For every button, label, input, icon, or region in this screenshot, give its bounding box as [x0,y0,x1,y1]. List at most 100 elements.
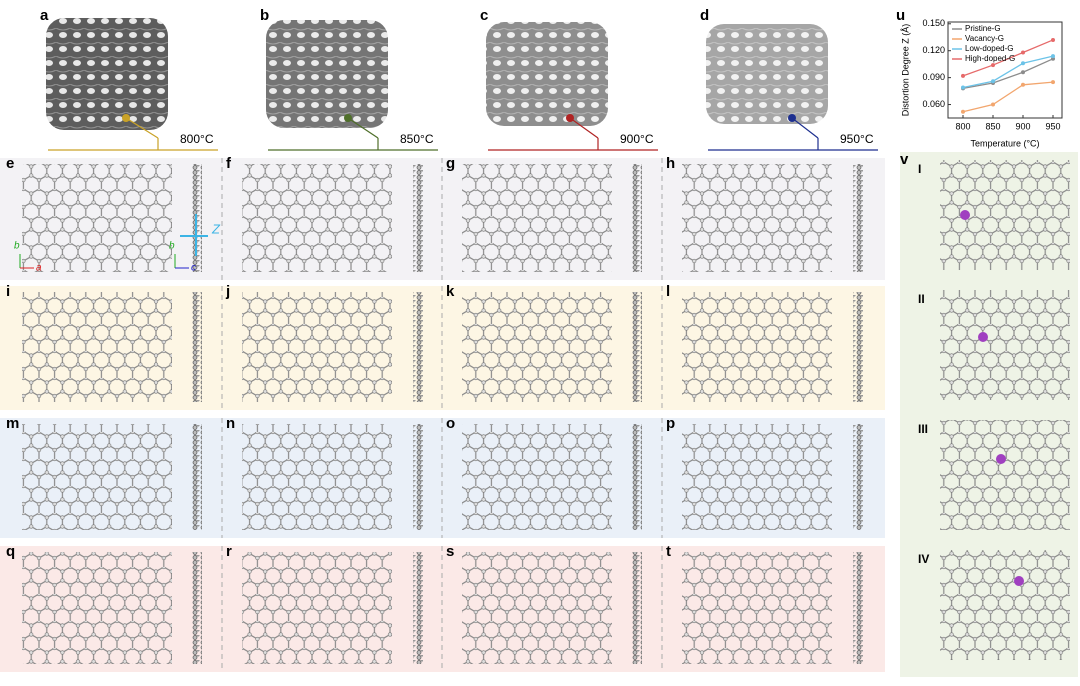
lattice-top-view [242,292,392,402]
stage-label: IV [918,552,929,566]
lattice-side-view [853,552,863,664]
lattice-top-view [940,160,1070,270]
panel-label: k [446,283,455,300]
panel-label: g [446,155,455,172]
panel-label: l [666,283,670,300]
lattice-top-view [940,290,1070,400]
lattice-top-view [940,420,1070,530]
lattice-top-view [22,424,172,530]
lattice-side-view [632,424,642,530]
axis-label: b [14,241,20,252]
panel-label: i [6,283,10,300]
series-line [962,58,1054,90]
series-line [962,55,1054,89]
stage-label: II [918,292,925,306]
lattice-top-view [462,552,612,664]
y-tick-label: 0.090 [922,72,945,82]
panel-label: o [446,415,455,432]
stage-label: I [918,162,921,176]
lattice-side-view [413,164,423,272]
lattice-side-view [192,552,202,664]
temperature-label: 800°C [180,132,214,146]
lattice-top-view [682,164,832,272]
marker [788,114,796,122]
foam-render [266,20,388,128]
panel-label: j [225,283,230,300]
panel-label: v [900,151,909,168]
panel-label: e [6,155,14,172]
lattice-side-view [632,552,642,664]
series-line [962,81,1054,113]
lattice-top-view [682,552,832,664]
panel-label: d [700,7,709,24]
foam-render [46,18,168,130]
axis-label: b [169,241,175,252]
y-tick-label: 0.120 [922,45,945,55]
point [1051,37,1055,42]
point [1021,82,1025,87]
legend-label: Pristine-G [965,24,1001,33]
temperature-label: 850°C [400,132,434,146]
series-line [962,39,1054,77]
panel-label: s [446,543,454,560]
atom [960,210,970,220]
lattice-side-view [853,164,863,272]
lattice-top-view [242,164,392,272]
panel-label: f [226,155,232,172]
atom [978,332,988,342]
atom [1014,576,1024,586]
point [991,79,995,84]
y-tick-label: 0.150 [922,18,945,28]
atom [996,454,1006,464]
lattice-top-view [682,292,832,402]
marker [344,114,352,122]
lattice-side-view [413,552,423,664]
x-axis-label: Temperature (°C) [970,138,1039,148]
lattice-top-view [940,550,1070,660]
lattice-top-view [22,292,172,402]
pointer [569,117,599,139]
point [1051,80,1055,85]
panel-label: b [260,7,269,24]
lattice-top-view [22,164,172,272]
lattice-side-view [192,424,202,530]
panel-label: n [226,415,235,432]
y-axis-label: Distortion Degree Z (Å) [900,24,910,117]
marker [566,114,574,122]
temperature-label: 900°C [620,132,654,146]
panel-label: r [226,543,232,560]
pointer [791,117,819,139]
foam-render [706,24,828,124]
lattice-top-view [462,164,612,272]
lattice-side-view [192,292,202,402]
temperature-label: 950°C [840,132,874,146]
x-tick-label: 950 [1045,121,1060,131]
marker [122,114,130,122]
foam-render [486,22,608,126]
lattice-top-view [22,552,172,664]
panel-label: p [666,415,675,432]
point [961,73,965,78]
panel-label: m [6,415,19,432]
panel-label: t [666,543,671,560]
lattice-side-view [632,292,642,402]
point [991,102,995,107]
x-tick-label: 850 [985,121,1000,131]
lattice-side-view [632,164,642,272]
point [1021,61,1025,66]
z-label: Z [211,221,221,236]
lattice-top-view [462,292,612,402]
stage-label: III [918,422,928,436]
point [1021,50,1025,55]
legend-label: Low-doped-G [965,44,1013,53]
panel-label: h [666,155,675,172]
pointer [125,117,159,139]
lattice-top-view [462,424,612,530]
legend-label: High-doped-G [965,54,1015,63]
lattice-side-view [853,424,863,530]
panel-label: u [896,7,905,24]
x-tick-label: 800 [955,121,970,131]
lattice-top-view [242,552,392,664]
pointer [347,117,379,139]
y-tick-label: 0.060 [922,99,945,109]
